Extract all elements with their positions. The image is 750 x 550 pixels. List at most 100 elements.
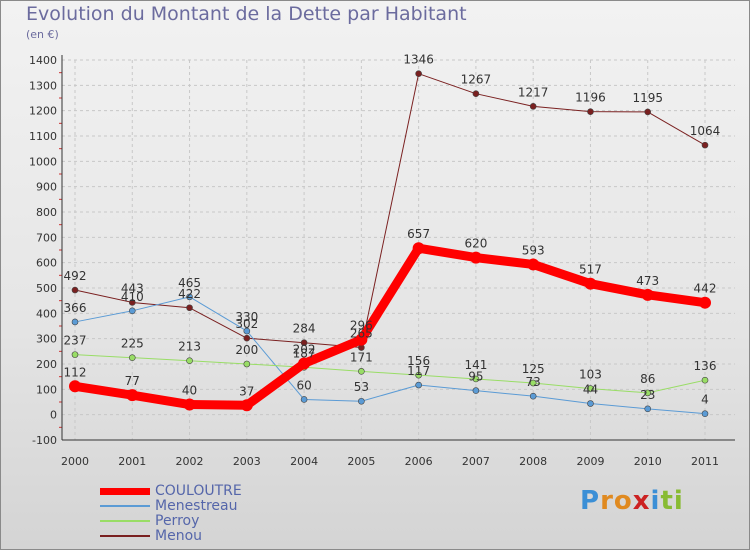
- data-point-perroy: [243, 360, 251, 368]
- data-point-menestreau: [71, 318, 79, 326]
- data-point-perroy: [128, 354, 136, 361]
- data-label-menou: 1267: [461, 73, 492, 87]
- data-point-menestreau: [128, 307, 136, 315]
- data-point-menou: [472, 90, 480, 97]
- data-point-menestreau: [415, 381, 422, 389]
- data-label-perroy: 141: [464, 358, 487, 372]
- legend-swatch-perroy: [100, 520, 150, 522]
- data-point-menou: [71, 286, 79, 294]
- proxiti-logo: Proxiti: [580, 486, 684, 516]
- data-label-perroy: 136: [694, 359, 717, 373]
- data-point-couloutre: [584, 277, 597, 290]
- data-point-menou: [128, 299, 136, 306]
- data-point-menestreau: [300, 396, 308, 403]
- x-tick-label: 2009: [576, 455, 604, 468]
- series-line-menestreau: [74, 296, 706, 415]
- axes: -100 0 100 200 300 400 500 600 700 800 900 1000 1100…: [29, 54, 735, 468]
- data-label-couloutre: 202: [293, 342, 316, 356]
- data-point-menou: [300, 339, 308, 347]
- data-label-perroy: 171: [350, 350, 373, 364]
- x-tick-label: 2000: [61, 455, 89, 468]
- data-label-menestreau: 73: [526, 375, 541, 389]
- y-tick-label: -100: [32, 434, 57, 447]
- y-tick-label: 800: [36, 206, 57, 219]
- data-point-menou: [243, 334, 251, 342]
- data-point-couloutre: [240, 399, 253, 412]
- series-group: [69, 70, 711, 417]
- data-label-perroy: 225: [121, 337, 144, 351]
- data-point-menestreau: [186, 293, 193, 301]
- data-label-menestreau: 366: [64, 301, 87, 315]
- data-point-couloutre: [355, 333, 368, 346]
- data-label-couloutre: 77: [125, 374, 140, 388]
- data-point-menou: [415, 70, 422, 77]
- data-point-menou: [644, 108, 652, 116]
- x-tick-label: 2004: [290, 455, 318, 468]
- grid: [62, 59, 735, 441]
- y-tick-label: 0: [50, 409, 57, 422]
- series-line-menou: [74, 73, 706, 349]
- data-label-couloutre: 593: [522, 243, 545, 257]
- data-label-couloutre: 517: [579, 263, 602, 277]
- data-point-couloutre: [298, 357, 311, 370]
- data-label-menou: 284: [293, 322, 316, 336]
- y-tick-label: 1300: [29, 79, 57, 92]
- data-point-couloutre: [183, 398, 196, 411]
- data-label-perroy: 86: [640, 372, 655, 386]
- y-tick-label: 700: [36, 231, 57, 244]
- data-point-couloutre: [641, 288, 654, 301]
- data-label-menestreau: 23: [640, 388, 655, 402]
- x-tick-label: 2011: [691, 455, 719, 468]
- data-label-menou: 1196: [575, 91, 606, 105]
- data-point-menou: [186, 304, 193, 312]
- data-point-perroy: [644, 389, 652, 397]
- data-label-menestreau: 60: [296, 378, 311, 392]
- data-label-menestreau: 95: [468, 370, 483, 384]
- x-tick-label: 2002: [176, 455, 204, 468]
- data-point-perroy: [472, 375, 480, 383]
- data-point-menestreau: [644, 405, 652, 413]
- legend-label-menou: Menou: [155, 528, 203, 544]
- legend-label-menestreau: Menestreau: [155, 498, 238, 514]
- data-point-couloutre: [527, 258, 540, 271]
- data-label-menou: 1217: [518, 85, 549, 99]
- data-label-menestreau: 330: [235, 310, 258, 324]
- data-label-menou: 492: [64, 269, 87, 283]
- legend-swatch-menestreau: [100, 505, 150, 507]
- data-point-menestreau: [472, 387, 480, 394]
- data-label-menou: 443: [121, 281, 144, 295]
- data-point-menestreau: [529, 392, 537, 400]
- data-label-menou: 1346: [403, 53, 434, 67]
- data-point-perroy: [529, 379, 537, 387]
- data-point-menou: [701, 141, 709, 149]
- y-tick-label: 600: [36, 257, 57, 270]
- data-point-perroy: [587, 385, 594, 392]
- data-label-couloutre: 473: [636, 274, 659, 288]
- x-tick-label: 2006: [405, 455, 433, 468]
- data-label-menestreau: 53: [354, 380, 369, 394]
- data-label-perroy: 213: [178, 340, 201, 354]
- data-label-couloutre: 657: [407, 227, 430, 241]
- y-tick-label: 300: [36, 333, 57, 346]
- logo-letter: o: [613, 486, 633, 516]
- data-label-menestreau: 465: [178, 276, 201, 290]
- logo-letter: r: [600, 486, 614, 516]
- y-tick-label: 200: [36, 358, 57, 371]
- data-label-menestreau: 410: [121, 290, 144, 304]
- data-point-menestreau: [358, 397, 365, 405]
- y-tick-label: 400: [36, 307, 57, 320]
- legend-label-couloutre: COULOUTRE: [155, 483, 242, 499]
- data-label-menestreau: 117: [407, 364, 430, 378]
- y-tick-label: 1000: [29, 155, 57, 168]
- x-tick-label: 2007: [462, 455, 490, 468]
- data-label-menestreau: 44: [583, 383, 598, 397]
- data-point-perroy: [701, 376, 709, 384]
- y-tick-label: 1100: [29, 130, 57, 143]
- data-label-perroy: 103: [579, 368, 602, 382]
- x-tick-label: 2010: [634, 455, 662, 468]
- x-tick-label: 2003: [233, 455, 261, 468]
- logo-letter: i: [673, 486, 684, 516]
- data-point-couloutre: [69, 380, 81, 393]
